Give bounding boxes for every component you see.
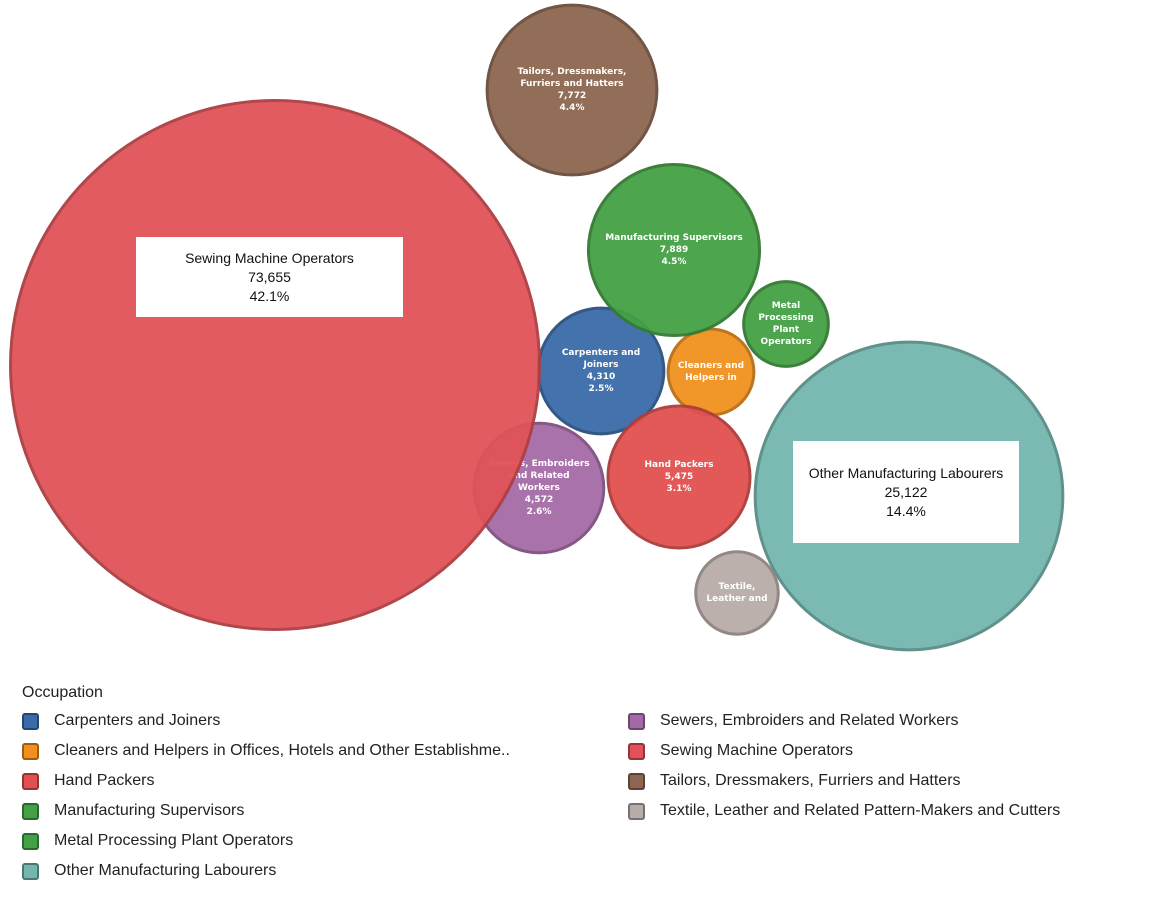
bubble-name: Manufacturing Supervisors [605, 232, 743, 243]
bubble-value: 5,475 [664, 471, 694, 482]
bubble [586, 162, 762, 338]
legend-label: Metal Processing Plant Operators [54, 832, 294, 849]
legend-item: Hand Packers [22, 772, 155, 790]
label-box: Tailors, Dressmakers, Furriers and Hatte… [503, 30, 641, 151]
bubble-outline [485, 3, 659, 177]
label-box: Sewing Machine Operators 73,655 42.1% [136, 237, 403, 317]
legend-swatch [628, 772, 645, 790]
legend-swatch [22, 742, 39, 760]
bubble-label: Sewing Machine Operators 73,655 42.1% [136, 237, 403, 317]
legend-label: Hand Packers [54, 772, 155, 789]
legend-swatch [22, 712, 39, 730]
label-box: Carpenters and Joiners 4,310 2.5% [550, 326, 653, 416]
legend-swatch [628, 802, 645, 820]
bubble-label: Textile, Leather and [703, 563, 771, 623]
legend-swatch [628, 742, 645, 760]
bubble-outline [606, 404, 752, 550]
bubble-name: Sewing Machine Operators [185, 249, 354, 266]
legend-item: Cleaners and Helpers in Offices, Hotels … [22, 742, 510, 760]
label-box: Metal Processing Plant Operators [751, 293, 821, 354]
bubble [536, 306, 666, 436]
legend-label: Carpenters and Joiners [54, 712, 221, 729]
bubble-value: 4,572 [524, 494, 554, 505]
label-box: Manufacturing Supervisors 7,889 4.5% [604, 189, 743, 311]
bubble-name: Cleaners and Helpers in [677, 360, 745, 383]
bubble [666, 327, 756, 417]
label-box: Other Manufacturing Labourers 25,122 14.4% [793, 441, 1019, 543]
bubble-name: Other Manufacturing Labourers [808, 464, 1004, 481]
bubble-name: Hand Packers [644, 459, 714, 470]
bubble-label: Tailors, Dressmakers, Furriers and Hatte… [503, 30, 641, 151]
label-box: Cleaners and Helpers in [676, 341, 747, 403]
bubble-outline [586, 162, 762, 338]
bubble-name: Carpenters and Joiners [561, 347, 641, 370]
bubble-value: 7,772 [557, 90, 587, 101]
bubble-outline [9, 99, 541, 631]
label-box: Sewers, Embroiders and Related Workers 4,… [486, 442, 592, 535]
bubble [9, 99, 541, 631]
bubble-percent: 4.5% [661, 256, 687, 267]
legend-item: Tailors, Dressmakers, Furriers and Hatte… [628, 772, 961, 790]
legend-label: Sewing Machine Operators [660, 742, 853, 759]
bubble-name: Tailors, Dressmakers, Furriers and Hatte… [517, 66, 627, 89]
label-box: Hand Packers 5,475 3.1% [621, 426, 737, 528]
bubble-percent: 14.4% [886, 502, 926, 519]
bubble [606, 404, 752, 550]
legend-item: Sewers, Embroiders and Related Workers [628, 712, 959, 730]
bubble-label: Metal Processing Plant Operators [751, 293, 821, 354]
legend-label: Tailors, Dressmakers, Furriers and Hatte… [660, 772, 961, 789]
bubble-percent: 42.1% [249, 287, 290, 304]
legend-item: Manufacturing Supervisors [22, 802, 244, 820]
legend-item: Other Manufacturing Labourers [22, 862, 276, 880]
bubble-value: 4,310 [586, 371, 616, 382]
bubble-outline [753, 340, 1065, 652]
bubble-value: 7,889 [659, 244, 689, 255]
bubble-name: Sewers, Embroiders and Related Workers [488, 458, 590, 493]
bubble-value: 73,655 [248, 268, 291, 285]
label-box: Textile, Leather and [703, 563, 771, 623]
legend-item: Carpenters and Joiners [22, 712, 220, 730]
bubble-label: Cleaners and Helpers in [676, 341, 747, 403]
bubble [742, 280, 830, 368]
bubble-label: Sewers, Embroiders and Related Workers4,… [486, 442, 592, 535]
bubble [485, 3, 659, 177]
legend-label: Cleaners and Helpers in Offices, Hotels … [54, 742, 510, 759]
legend-swatch [628, 712, 645, 730]
bubble-percent: 2.5% [588, 383, 614, 394]
legend-label: Textile, Leather and Related Pattern-Mak… [660, 802, 1061, 819]
legend-label: Other Manufacturing Labourers [54, 862, 277, 879]
bubble-value: 25,122 [884, 483, 928, 500]
bubble-percent: 2.6% [526, 506, 552, 517]
bubble-name: Metal Processing Plant Operators [758, 300, 814, 347]
bubble-percent: 4.4% [559, 102, 585, 113]
bubble [694, 550, 780, 636]
legend-label: Manufacturing Supervisors [54, 802, 245, 819]
bubble-label: Other Manufacturing Labourers 25,122 14.4% [793, 441, 1019, 543]
legend-item: Textile, Leather and Related Pattern-Mak… [628, 802, 1060, 820]
bubble-percent: 3.1% [666, 483, 692, 494]
legend-swatch [22, 832, 39, 850]
legend-label: Sewers, Embroiders and Related Workers [660, 712, 959, 729]
legend-title: Occupation [22, 684, 103, 701]
legend-swatch [22, 862, 39, 880]
bubble-name: Textile, Leather and [706, 581, 768, 604]
legend-swatch [22, 772, 39, 790]
legend-swatch [22, 802, 39, 820]
legend-item: Metal Processing Plant Operators [22, 832, 293, 850]
bubble-outline [694, 550, 780, 636]
legend-item: Sewing Machine Operators [628, 742, 853, 760]
bubble-outline [742, 280, 830, 368]
